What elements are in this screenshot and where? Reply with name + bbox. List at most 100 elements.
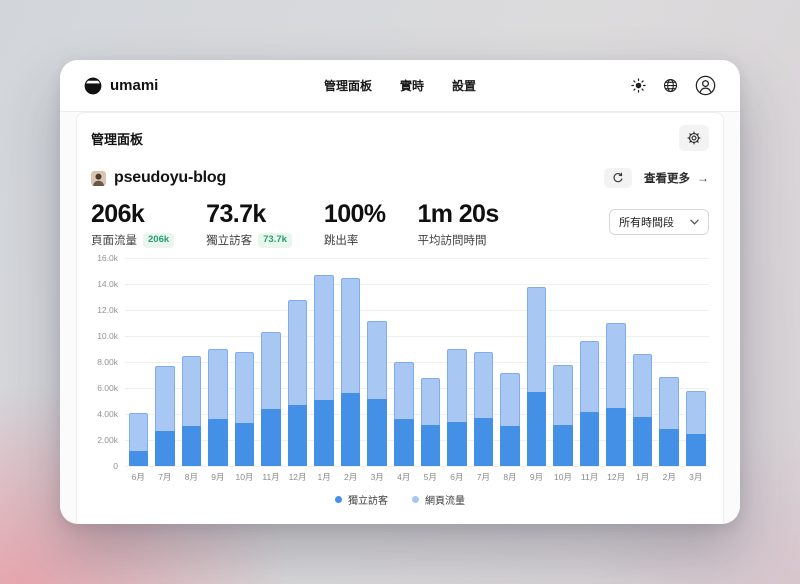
website-actions: 查看更多 → bbox=[604, 168, 709, 188]
chart-legend: 獨立訪客 網頁流量 bbox=[91, 492, 709, 507]
bar[interactable] bbox=[420, 258, 441, 467]
traffic-chart: 16.0k 14.0k 12.0k 10.0k 8.00k 6.00k 4.00k 2.00k… bbox=[91, 253, 709, 483]
umami-logo[interactable]: umami bbox=[84, 77, 158, 95]
x-tick-label: 1月 bbox=[317, 472, 331, 483]
x-tick-label: 9月 bbox=[211, 472, 225, 483]
bar[interactable] bbox=[632, 258, 653, 467]
legend-label: 網頁流量 bbox=[425, 496, 465, 508]
metric-label: 平均訪問時間 bbox=[417, 235, 487, 248]
metric-value: 100% bbox=[323, 200, 386, 228]
plot-area bbox=[125, 257, 709, 467]
user-icon[interactable] bbox=[695, 75, 716, 96]
y-tick-label: 0 bbox=[113, 461, 118, 472]
gridline bbox=[125, 309, 709, 311]
bar[interactable] bbox=[367, 258, 387, 467]
gridline bbox=[125, 335, 709, 337]
bar[interactable] bbox=[526, 258, 547, 467]
bar[interactable] bbox=[208, 258, 228, 467]
visitors-bar bbox=[367, 398, 387, 467]
website-name: pseudoyu-blog bbox=[114, 169, 227, 186]
metric-value: 206k bbox=[91, 200, 145, 228]
x-tick-label: 8月 bbox=[184, 472, 198, 483]
visitors-bar bbox=[500, 425, 520, 467]
gridline bbox=[125, 257, 709, 259]
bar[interactable] bbox=[685, 258, 706, 467]
metric-label: 跳出率 bbox=[323, 235, 359, 248]
x-tick-label: 12月 bbox=[288, 472, 307, 483]
x-tick-label: 12月 bbox=[607, 472, 626, 483]
x-tick-label: 3月 bbox=[689, 472, 703, 483]
umami-app-window: umami 管理面板 實時 設置 bbox=[60, 60, 740, 524]
visitors-bar bbox=[340, 393, 361, 467]
x-tick-label: 7月 bbox=[476, 472, 490, 483]
visitors-bar bbox=[393, 419, 414, 467]
globe-icon[interactable] bbox=[663, 78, 678, 93]
refresh-icon[interactable] bbox=[604, 168, 632, 188]
visitors-bar bbox=[261, 409, 281, 467]
legend-item[interactable]: 獨立訪客 bbox=[335, 492, 388, 507]
bar[interactable] bbox=[155, 258, 175, 467]
legend-dot-icon bbox=[335, 496, 342, 504]
bar[interactable] bbox=[553, 258, 573, 467]
bar[interactable] bbox=[606, 258, 626, 467]
metric-visitors: 73.7k 獨立訪客 73.7k bbox=[206, 201, 292, 248]
bar[interactable] bbox=[473, 258, 494, 467]
nav-item-settings[interactable]: 設置 bbox=[452, 79, 477, 93]
sun-icon[interactable] bbox=[631, 78, 646, 93]
visitors-bar bbox=[208, 419, 228, 467]
visitors-bar bbox=[553, 424, 573, 467]
bar[interactable] bbox=[314, 258, 334, 467]
y-axis: 16.0k 14.0k 12.0k 10.0k 8.00k 6.00k 4.00k 2.00k… bbox=[91, 253, 125, 471]
bar[interactable] bbox=[447, 258, 467, 467]
visitors-bar bbox=[606, 407, 626, 467]
gear-icon[interactable] bbox=[679, 125, 709, 151]
metric-value: 73.7k bbox=[206, 200, 266, 228]
app-header: umami 管理面板 實時 設置 bbox=[60, 60, 740, 112]
metric-avg-visit-time: 1m 20s 平均訪問時間 bbox=[417, 201, 499, 248]
bar[interactable] bbox=[579, 258, 600, 467]
legend-dot-icon bbox=[412, 496, 419, 504]
bar[interactable] bbox=[128, 258, 149, 467]
x-tick-label: 11月 bbox=[262, 472, 280, 483]
visitors-bar bbox=[473, 418, 494, 467]
bar[interactable] bbox=[234, 258, 255, 467]
gridline bbox=[125, 283, 709, 285]
x-tick-label: 2月 bbox=[344, 472, 358, 483]
metric-label: 頁面流量 bbox=[91, 235, 137, 248]
legend-label: 獨立訪客 bbox=[348, 496, 388, 508]
metric-bounce-rate: 100% 跳出率 bbox=[324, 201, 386, 248]
gridline bbox=[125, 465, 709, 467]
metric-pageviews: 206k 頁面流量 206k bbox=[91, 200, 175, 248]
x-tick-label: 10月 bbox=[235, 472, 254, 483]
date-range-dropdown[interactable]: 所有時間段 bbox=[609, 209, 709, 235]
visitors-bar bbox=[685, 433, 706, 467]
visitors-bar bbox=[155, 431, 175, 467]
y-tick-label: 2.00k bbox=[97, 435, 118, 446]
gridline bbox=[125, 413, 709, 415]
visitors-bar bbox=[632, 416, 653, 467]
website-favicon bbox=[91, 170, 106, 186]
bar[interactable] bbox=[393, 258, 414, 467]
logo-text: umami bbox=[110, 77, 159, 94]
main-nav: 管理面板 實時 設置 bbox=[324, 77, 476, 94]
website-header: pseudoyu-blog 查看更多 → bbox=[91, 168, 709, 188]
x-axis: 6月 7月 8月 9月 10月 11月 12月 1月 2月 3月 4月 5月 6月 7月 8月 9月 10月 11… bbox=[125, 471, 709, 483]
visitors-bar bbox=[579, 411, 600, 467]
chart-body: 6月 7月 8月 9月 10月 11月 12月 1月 2月 3月 4月 5月 6月 7月 8月 9月 10月 11… bbox=[125, 257, 709, 483]
nav-item-realtime[interactable]: 實時 bbox=[399, 79, 425, 93]
legend-item[interactable]: 網頁流量 bbox=[412, 492, 465, 507]
bar[interactable] bbox=[500, 258, 520, 467]
view-more-link[interactable]: 查看更多 → bbox=[644, 170, 709, 186]
visitors-bar bbox=[526, 392, 547, 467]
bar[interactable] bbox=[340, 258, 361, 467]
visitors-bar bbox=[420, 424, 441, 467]
page-title: 管理面板 bbox=[91, 131, 144, 147]
bar[interactable] bbox=[287, 258, 308, 467]
stats-row: 206k 頁面流量 206k 73.7k 獨立訪客 73.7k 100% bbox=[91, 201, 709, 248]
bar[interactable] bbox=[659, 258, 679, 467]
bar[interactable] bbox=[181, 258, 202, 467]
x-tick-label: 8月 bbox=[503, 472, 517, 483]
bar[interactable] bbox=[261, 258, 281, 467]
nav-item-dashboard[interactable]: 管理面板 bbox=[323, 79, 372, 93]
x-tick-label: 4月 bbox=[397, 472, 411, 483]
